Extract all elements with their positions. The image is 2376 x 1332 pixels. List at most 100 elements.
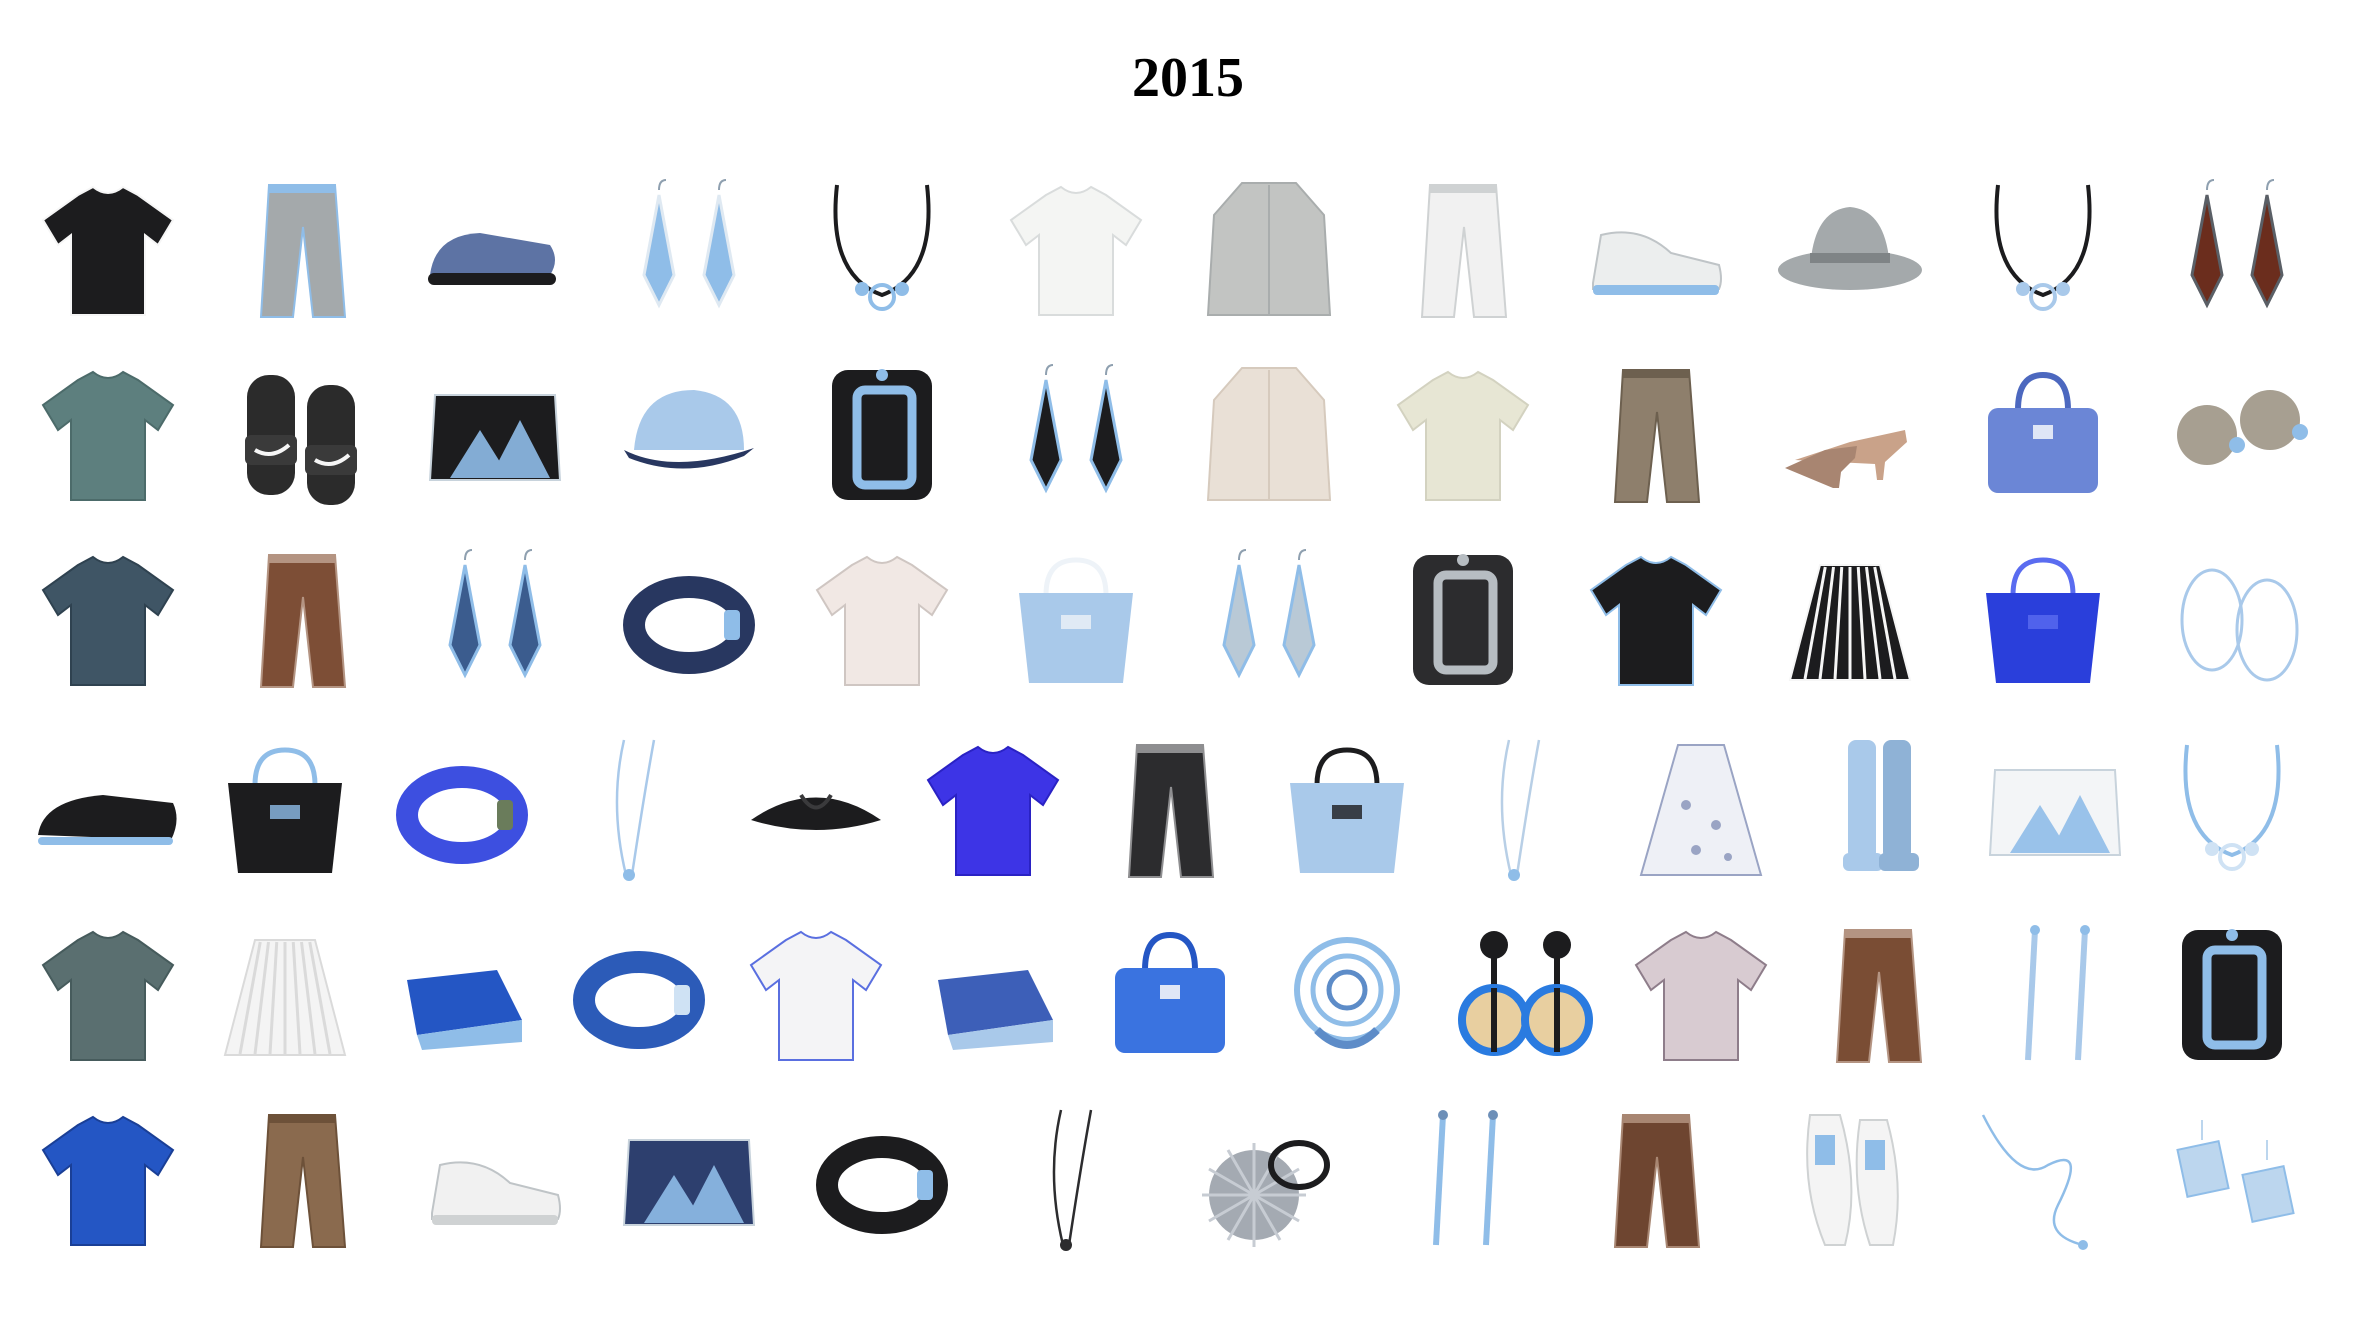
catalog-item	[407, 165, 582, 335]
black-stripe-skirt-icon	[1788, 564, 1911, 681]
catalog-item	[1613, 910, 1788, 1080]
champion-white-tee-icon	[815, 555, 948, 686]
nike-slide-sandals-icon	[244, 375, 357, 505]
black-bijou-cardigan-icon	[1589, 555, 1722, 686]
black-nylon-tote-icon	[227, 747, 342, 873]
catalog-item	[988, 1095, 1163, 1265]
blue-top-handle-bag-icon	[1987, 371, 2098, 493]
catalog-item	[20, 165, 195, 335]
item-grid	[20, 165, 2356, 1315]
catalog-item	[1967, 725, 2142, 895]
brown-ripped-jeans-icon	[1613, 1114, 1700, 1248]
catalog-item	[551, 910, 726, 1080]
white-kiltie-flats-icon	[1805, 1114, 1899, 1246]
white-blouse-icon	[1009, 185, 1142, 316]
white-leather-sneakers-icon	[430, 1161, 561, 1225]
catalog-item	[1181, 535, 1356, 705]
catalog-item	[905, 910, 1080, 1080]
catalog-item	[197, 910, 372, 1080]
cobalt-wedge-sandals-icon	[406, 970, 522, 1050]
catalog-item	[197, 725, 372, 895]
cobalt-knit-tunic-icon	[41, 1115, 174, 1246]
ribbon-bijou-necklace-icon	[1993, 184, 2092, 311]
catalog-item	[1955, 350, 2130, 520]
crystal-drop-earrings-icon	[1221, 549, 1316, 679]
ring-choker-necklace-icon	[832, 184, 931, 311]
catalog-item	[794, 1095, 969, 1265]
blue-square-drop-earrings-icon	[2175, 1120, 2295, 1224]
black-cami-layered-top-icon	[41, 185, 174, 316]
leaf-drop-earrings-icon	[2189, 179, 2284, 309]
catalog-item	[1613, 725, 1788, 895]
catalog-item	[728, 910, 903, 1080]
light-blue-knee-boots-icon	[1842, 740, 1919, 871]
catalog-item	[214, 535, 389, 705]
catalog-item	[1082, 910, 1257, 1080]
wide-buckle-cuff-icon	[831, 369, 932, 500]
catalog-item	[407, 350, 582, 520]
fringe-tote-bag-icon	[1018, 557, 1133, 683]
catalog-item	[1259, 910, 1434, 1080]
page-title: 2015	[1132, 47, 1244, 109]
catalog-item	[2149, 1095, 2324, 1265]
catalog-item	[601, 1095, 776, 1265]
catalog-item	[374, 725, 549, 895]
catalog-item	[1762, 350, 1937, 520]
gray-wide-pants-icon	[259, 184, 346, 318]
catalog-item	[1568, 1095, 1743, 1265]
catalog-item	[2149, 165, 2324, 335]
double-pearl-earrings-icon	[2176, 390, 2308, 465]
catalog-item	[1436, 725, 1611, 895]
white-canvas-sneakers-icon	[1591, 231, 1722, 295]
catalog-item	[1790, 725, 1965, 895]
blue-bucket-bag-icon	[1114, 931, 1225, 1053]
catalog-item	[20, 910, 195, 1080]
catalog-item	[1955, 165, 2130, 335]
catalog-item	[601, 350, 776, 520]
royal-blue-v-neck-sweater-icon	[926, 745, 1059, 876]
print-shoulder-clutch-icon	[622, 1139, 755, 1226]
white-chain-shoulder-bag-icon	[1988, 769, 2121, 856]
brown-distressed-jeans-icon	[259, 554, 346, 688]
catalog-item	[1181, 350, 1356, 520]
chain-crystal-earrings-icon	[641, 179, 736, 309]
light-blue-cap-icon	[623, 390, 754, 469]
stripe-panel-tee-icon	[749, 930, 882, 1061]
catalog-item	[1568, 165, 1743, 335]
catalog-item	[988, 350, 1163, 520]
catalog-item	[1967, 910, 2142, 1080]
triangle-drop-earrings-icon	[1028, 364, 1123, 494]
catalog-item	[988, 165, 1163, 335]
blue-canvas-tote-icon	[1289, 747, 1404, 873]
crystal-pendant-necklace-icon	[1500, 739, 1540, 881]
catalog-item	[1181, 165, 1356, 335]
plaid-sleeveless-top-icon	[1634, 930, 1767, 1061]
catalog-item	[1762, 165, 1937, 335]
gray-fedora-hat-icon	[1777, 207, 1922, 290]
catalog-item	[1762, 535, 1937, 705]
catalog-item	[1762, 1095, 1937, 1265]
denim-platform-sandals-icon	[937, 970, 1053, 1050]
catalog-item	[20, 535, 195, 705]
black-gray-wide-cuff-icon	[1412, 554, 1513, 685]
circle-disc-earrings-icon	[1457, 931, 1593, 1056]
catalog-item	[1955, 1095, 2130, 1265]
check-cropped-pants-icon	[1127, 744, 1214, 878]
black-espadrille-slip-ons-icon	[37, 795, 177, 845]
bar-drop-earrings-icon	[2024, 925, 2090, 1061]
wire-hoop-earrings-icon	[2180, 568, 2298, 682]
catalog-item	[905, 725, 1080, 895]
catalog-item	[988, 535, 1163, 705]
catalog-item	[1259, 725, 1434, 895]
catalog-item	[1955, 535, 2130, 705]
catalog-item	[2149, 535, 2324, 705]
fur-pompom-hair-tie-icon	[1201, 1140, 1330, 1247]
catalog-item	[20, 1095, 195, 1265]
catalog-item	[374, 910, 549, 1080]
bijou-station-necklace-icon	[2182, 744, 2281, 871]
catalog-item	[601, 165, 776, 335]
catalog-item	[1568, 350, 1743, 520]
floral-print-dress-icon	[1639, 744, 1762, 876]
slate-knit-vest-icon	[41, 555, 174, 686]
catalog-item	[1375, 535, 1550, 705]
